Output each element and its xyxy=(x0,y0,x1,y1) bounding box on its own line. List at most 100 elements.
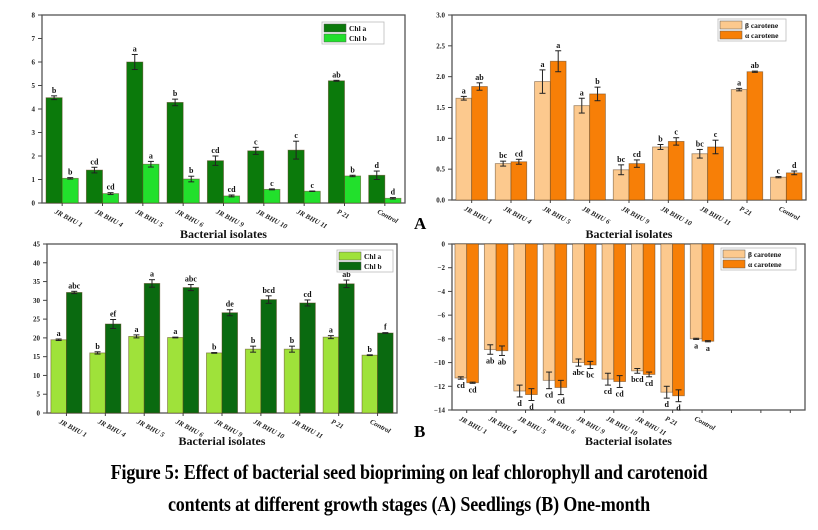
significance-letter: cd xyxy=(211,146,220,155)
significance-letter: cd xyxy=(604,387,613,396)
bar-α-carotene xyxy=(554,243,568,388)
y-tick-label: 0.5 xyxy=(436,166,445,174)
bar-chl-a xyxy=(206,352,223,414)
bar-β-carotene xyxy=(494,163,512,201)
bar-chl-b xyxy=(344,175,362,204)
bar-chl-a xyxy=(89,352,106,414)
y-tick-label: 2.5 xyxy=(436,42,445,50)
bar-chl-b xyxy=(66,292,83,414)
bar-α-carotene xyxy=(466,243,479,384)
bar-β-carotene xyxy=(691,153,709,201)
chart-b-carotene: 0−2−4−6−8−10−12−14Carotene content (µg/m… xyxy=(434,241,806,448)
x-tick-label: JR BHU 5 xyxy=(133,207,165,229)
significance-letter: c xyxy=(714,130,718,139)
bar-chl-a xyxy=(126,61,144,204)
significance-letter: c xyxy=(674,128,678,137)
y-tick-label: −14 xyxy=(434,407,445,415)
y-tick-label: 30 xyxy=(33,297,41,305)
bar-α-carotene xyxy=(510,161,528,201)
bar-chl-a xyxy=(327,80,345,204)
bar-chl-b xyxy=(61,177,79,204)
significance-letter: bc xyxy=(617,155,625,164)
bar-α-carotene xyxy=(613,243,626,382)
bar-α-carotene xyxy=(672,243,685,397)
bar-chl-a xyxy=(361,354,378,414)
bar-α-carotene xyxy=(525,243,538,395)
significance-letter: ef xyxy=(110,309,117,318)
bar-α-carotene xyxy=(642,243,656,375)
y-tick-label: −12 xyxy=(434,383,445,391)
significance-letter: a xyxy=(556,41,560,50)
bar-α-carotene xyxy=(583,243,597,366)
bar-α-carotene xyxy=(549,60,567,201)
significance-letter: a xyxy=(580,88,584,97)
figure-caption-line-2: contents at different growth stages (A) … xyxy=(167,492,651,516)
significance-letter: b xyxy=(173,89,178,98)
x-tick-label: JR BHU 5 xyxy=(516,414,548,436)
significance-letter: c xyxy=(254,137,258,146)
bar-β-carotene xyxy=(689,243,703,340)
legend-swatch xyxy=(338,261,362,271)
y-tick-label: 4 xyxy=(32,106,36,114)
significance-letter: b xyxy=(68,168,73,177)
significance-letter: d xyxy=(517,399,522,408)
significance-letter: b xyxy=(212,343,217,352)
significance-letter: a xyxy=(57,329,61,338)
legend-label: α carotene xyxy=(748,260,782,269)
significance-letter: c xyxy=(294,131,298,140)
significance-letter: a xyxy=(737,78,741,87)
significance-letter: de xyxy=(226,300,234,309)
bar-β-carotene xyxy=(660,243,674,393)
x-tick-label: JR BHU 9 xyxy=(214,207,246,229)
significance-letter: bc xyxy=(586,371,594,380)
legend-swatch xyxy=(722,249,746,259)
legend-swatch xyxy=(323,23,347,33)
y-tick-label: 40 xyxy=(33,259,41,267)
x-tick-label: JR BHU 1 xyxy=(57,417,88,439)
significance-letter: a xyxy=(540,60,544,69)
significance-letter: ab xyxy=(332,70,341,79)
bar-β-carotene xyxy=(455,97,473,201)
significance-letter: b xyxy=(658,135,663,144)
y-tick-label: 1.5 xyxy=(436,104,445,112)
bar-β-carotene xyxy=(454,243,468,379)
significance-letter: a xyxy=(462,86,466,95)
bar-chl-a xyxy=(322,336,340,414)
x-tick-label: JR BHU 6 xyxy=(580,204,612,226)
panel-label-a: A xyxy=(414,214,427,233)
significance-letter: bc xyxy=(696,139,704,148)
bar-α-carotene xyxy=(589,93,606,201)
significance-letter: b xyxy=(368,345,373,354)
y-tick-label: 0 xyxy=(32,200,36,208)
significance-letter: cd xyxy=(616,389,625,398)
legend-label: Chl a xyxy=(364,252,382,261)
figure-canvas: 012345678Chlorophyll content (µg/mL)bcda… xyxy=(32,12,807,448)
significance-letter: d xyxy=(529,403,534,412)
bar-chl-a xyxy=(167,337,184,414)
bar-chl-a xyxy=(247,150,265,204)
significance-letter: cd xyxy=(515,149,524,158)
x-axis-label: Bacterial isolates xyxy=(179,434,266,448)
x-tick-label: JR BHU 4 xyxy=(93,207,125,229)
bar-chl-b xyxy=(142,163,160,204)
y-tick-label: −4 xyxy=(438,288,446,296)
bar-β-carotene xyxy=(730,89,748,201)
bar-α-carotene xyxy=(746,71,764,201)
bar-β-carotene xyxy=(631,243,644,372)
x-tick-label: JR BHU 11 xyxy=(294,207,328,230)
bar-chl-a xyxy=(45,97,63,204)
x-axis-label: Bacterial isolates xyxy=(586,227,673,241)
x-tick-label: P 21 xyxy=(330,418,345,431)
x-tick-label: JR BHU 9 xyxy=(619,204,651,226)
x-tick-label: JR BHU 5 xyxy=(134,417,166,439)
y-tick-label: 7 xyxy=(32,35,36,43)
y-tick-label: 20 xyxy=(33,334,41,342)
x-tick-label: JR BHU 1 xyxy=(462,204,493,226)
plot-frame xyxy=(451,243,806,411)
significance-letter: b xyxy=(290,336,295,345)
x-tick-label: JR BHU 10 xyxy=(659,204,694,228)
bar-chl-a xyxy=(128,335,145,414)
significance-letter: cd xyxy=(545,391,554,400)
x-tick-label: P 21 xyxy=(738,205,753,218)
bar-chl-a xyxy=(166,102,184,204)
